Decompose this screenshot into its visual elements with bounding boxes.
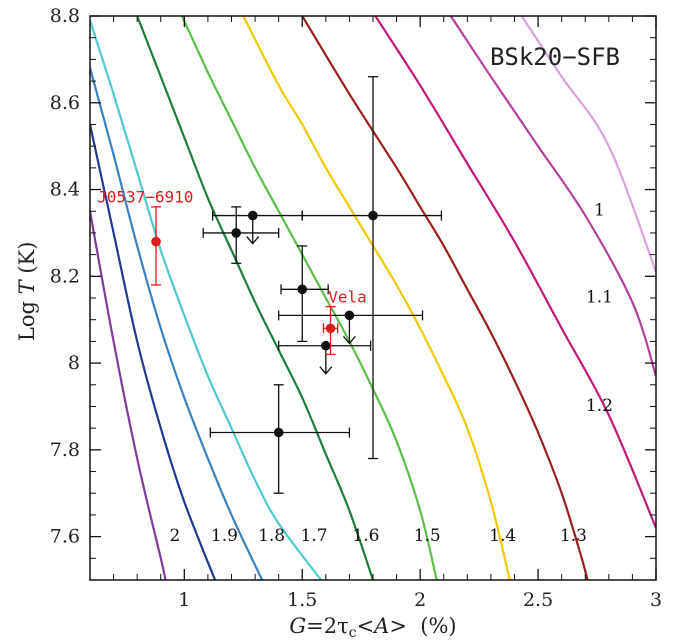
curve-label: 1.1 <box>586 287 613 307</box>
y-tick-label: 8.8 <box>50 5 80 27</box>
curve-label: 1.6 <box>352 526 379 546</box>
curve-1-8 <box>90 67 264 580</box>
x-tick-label: 3 <box>650 589 662 611</box>
source-label: Vela <box>328 287 367 306</box>
curve-label: 1.2 <box>586 396 613 416</box>
x-tick-label: 1.5 <box>287 589 317 611</box>
curve-label: 1 <box>594 201 605 221</box>
curve-1-3 <box>301 16 589 580</box>
temperature-curves <box>90 16 656 580</box>
curve-label: 1.8 <box>258 526 285 546</box>
upper-limit-arrowhead <box>319 366 333 375</box>
x-tick-label: 1 <box>178 589 190 611</box>
curve-1 <box>520 16 656 273</box>
y-tick-label: 8.2 <box>50 265 80 287</box>
x-tick-label: 2 <box>414 589 426 611</box>
data-point <box>231 228 242 238</box>
y-tick-label: 8.4 <box>50 179 80 201</box>
x-tick-label: 2.5 <box>523 589 553 611</box>
upper-limit-arrowhead <box>342 335 356 345</box>
curve-1-5 <box>180 16 438 580</box>
curve-label: 1.5 <box>414 526 441 546</box>
curve-labels: 1 1.1 1.2 1.3 1.4 1.5 1.6 1.7 1.8 1.9 2 J0537−6910 V… <box>97 188 613 546</box>
curve-1-7 <box>90 19 322 580</box>
chart-title: BSk20−SFB <box>490 43 620 71</box>
y-tick-label: 8 <box>68 352 80 374</box>
x-axis-title: G=2τc<A> (%) <box>289 614 456 641</box>
curve-label: 1.7 <box>301 526 328 546</box>
upper-limit-arrowhead <box>246 236 260 245</box>
source-label: J0537−6910 <box>97 188 193 207</box>
y-tick-label: 8.6 <box>50 92 80 114</box>
plot-frame <box>89 15 657 581</box>
curve-1-6 <box>136 16 375 580</box>
data-point <box>273 427 284 438</box>
data-point <box>368 210 378 221</box>
curve-label: 2 <box>169 526 180 546</box>
curve-1-4 <box>242 16 511 580</box>
curve-1-9 <box>90 124 217 580</box>
curve-label: 1.9 <box>211 526 238 546</box>
axis-ticks: 1 1.5 2 2.5 3 7.6 7.8 8 8.2 8.4 8.6 8.8 <box>50 5 662 611</box>
curve-1-2 <box>374 16 656 529</box>
data-points <box>151 76 443 494</box>
y-axis-title: Log T (K) <box>15 222 39 375</box>
data-point <box>151 236 161 247</box>
curve-label: 1.3 <box>560 526 587 546</box>
data-point <box>321 340 331 351</box>
y-tick-label: 7.6 <box>50 526 80 548</box>
curve-1-1 <box>449 16 656 377</box>
data-point <box>297 284 308 295</box>
data-point <box>325 323 336 334</box>
data-point <box>247 210 258 221</box>
y-tick-label: 7.8 <box>50 439 80 461</box>
data-point <box>344 310 355 321</box>
curve-2 <box>90 211 167 580</box>
curve-label: 1.4 <box>489 526 516 546</box>
